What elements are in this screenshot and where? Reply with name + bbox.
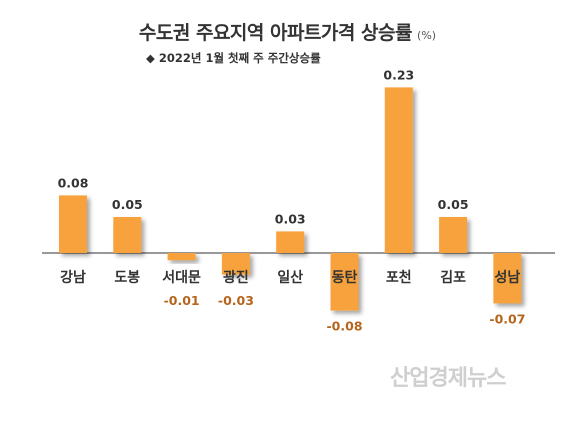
value-label: 0.05 bbox=[112, 197, 143, 212]
bar-일산 bbox=[276, 231, 305, 253]
value-label: 0.08 bbox=[58, 175, 89, 190]
category-label: 광진 bbox=[223, 269, 249, 286]
value-label: -0.08 bbox=[326, 319, 362, 334]
bar-성남 bbox=[493, 253, 522, 304]
title-unit: (%) bbox=[417, 29, 437, 42]
category-label: 도봉 bbox=[114, 270, 140, 286]
bar-광진 bbox=[221, 253, 250, 275]
bar-서대문 bbox=[167, 253, 196, 261]
category-label: 김포 bbox=[440, 269, 466, 286]
category-label: 강남 bbox=[60, 269, 86, 286]
value-label: -0.01 bbox=[164, 293, 200, 308]
watermark: 산업경제뉴스 bbox=[390, 366, 506, 391]
category-label: 포천 bbox=[386, 270, 412, 286]
category-label: 동탄 bbox=[332, 269, 358, 286]
value-label: 0.23 bbox=[383, 67, 414, 82]
bar-도봉 bbox=[113, 217, 142, 253]
bar-강남 bbox=[59, 195, 87, 253]
category-label: 서대문 bbox=[162, 270, 201, 286]
chart-title: 수도권 주요지역 아파트가격 상승률 (%) bbox=[0, 18, 575, 45]
value-label: 0.03 bbox=[275, 211, 306, 226]
bar-김포 bbox=[439, 217, 468, 253]
value-label: -0.07 bbox=[489, 311, 525, 326]
title-text: 수도권 주요지역 아파트가격 상승률 bbox=[138, 22, 413, 44]
bar-동탄 bbox=[330, 253, 359, 311]
category-label: 성남 bbox=[495, 269, 521, 286]
value-label: 0.05 bbox=[438, 197, 469, 212]
bar-포천 bbox=[384, 87, 413, 254]
category-label: 일산 bbox=[277, 269, 303, 286]
chart-subtitle: ◆ 2022년 1월 첫째 주 주간상승률 bbox=[146, 51, 321, 65]
value-label: -0.03 bbox=[218, 293, 254, 308]
